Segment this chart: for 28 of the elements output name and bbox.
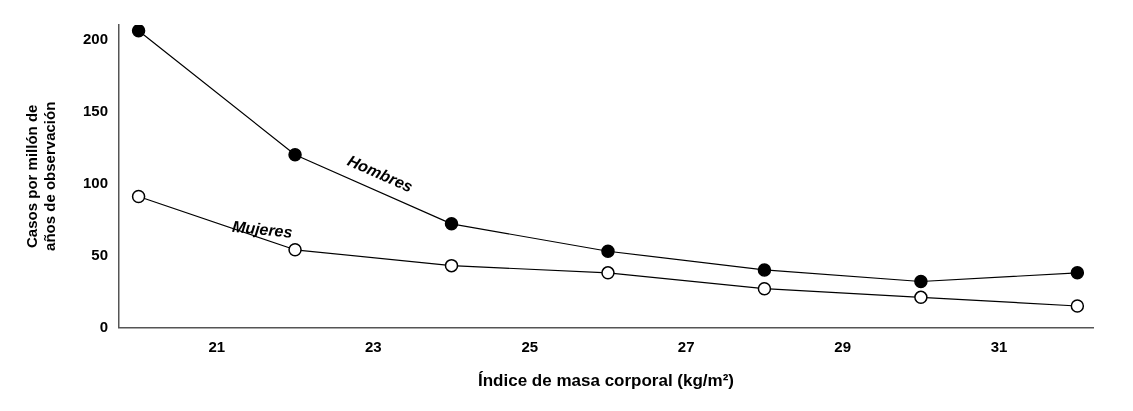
y-tick-label: 50 bbox=[91, 245, 109, 263]
x-tick-label: 23 bbox=[364, 337, 382, 355]
x-tick-label: 27 bbox=[677, 337, 695, 355]
point bbox=[757, 263, 772, 277]
point bbox=[131, 25, 146, 38]
point bbox=[444, 217, 459, 231]
point bbox=[601, 244, 615, 258]
x-tick-label: 31 bbox=[990, 337, 1008, 355]
point bbox=[1070, 266, 1085, 280]
y-tick-label: 200 bbox=[83, 29, 109, 47]
x-tick-label: 21 bbox=[208, 337, 226, 355]
point bbox=[1070, 299, 1085, 313]
point bbox=[914, 290, 928, 305]
x-axis-title: Índice de masa corporal (kg/m²) bbox=[478, 371, 735, 391]
point bbox=[288, 243, 302, 257]
y-axis-title: Casos por millón de años de observación bbox=[23, 101, 59, 251]
y-tick-label: 150 bbox=[83, 101, 109, 119]
x-tick-label: 25 bbox=[521, 337, 539, 355]
y-tick-label: 100 bbox=[83, 173, 109, 191]
point bbox=[288, 147, 302, 162]
y-tick-label: 0 bbox=[99, 317, 109, 335]
point bbox=[131, 189, 146, 204]
x-tick-label: 29 bbox=[834, 337, 852, 355]
text: Mujeres bbox=[231, 217, 294, 241]
point bbox=[601, 266, 615, 280]
point bbox=[757, 281, 772, 296]
point bbox=[444, 258, 459, 273]
point bbox=[914, 274, 928, 289]
